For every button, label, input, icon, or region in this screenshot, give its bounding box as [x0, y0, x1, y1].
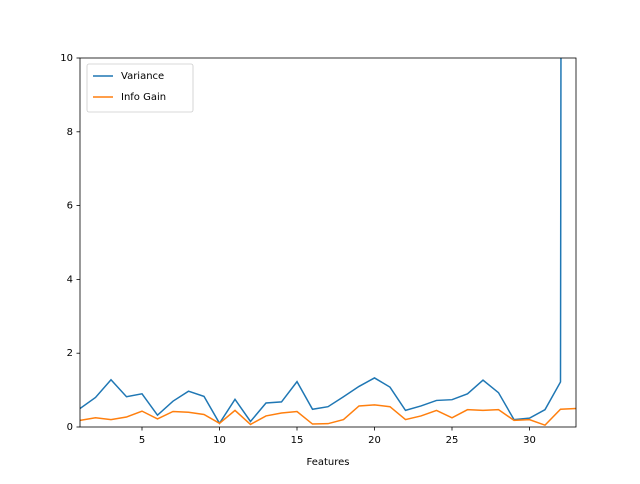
y-tick-label: 8	[67, 127, 73, 138]
axes-frame	[79, 57, 577, 428]
y-tick-label: 4	[67, 274, 73, 285]
line-series	[80, 58, 562, 425]
legend-label: Info Gain	[121, 92, 166, 103]
y-tick-label: 10	[60, 53, 73, 64]
y-tick-label: 6	[67, 201, 73, 212]
x-tick-label: 25	[446, 435, 459, 446]
line-series	[80, 404, 576, 427]
x-axis-label: Features	[307, 457, 350, 468]
legend: Variance Info Gain	[86, 63, 194, 113]
x-tick-label: 15	[291, 435, 304, 446]
plot-lines	[80, 58, 576, 427]
y-tick-label: 2	[67, 348, 73, 359]
x-tick-label: 10	[213, 435, 226, 446]
x-tick-label: 20	[368, 435, 381, 446]
legend-box	[86, 63, 194, 113]
legend-label: Variance	[121, 71, 164, 82]
x-tick-label: 30	[523, 435, 536, 446]
x-tick-label: 5	[139, 435, 145, 446]
y-tick-label: 0	[67, 422, 73, 433]
